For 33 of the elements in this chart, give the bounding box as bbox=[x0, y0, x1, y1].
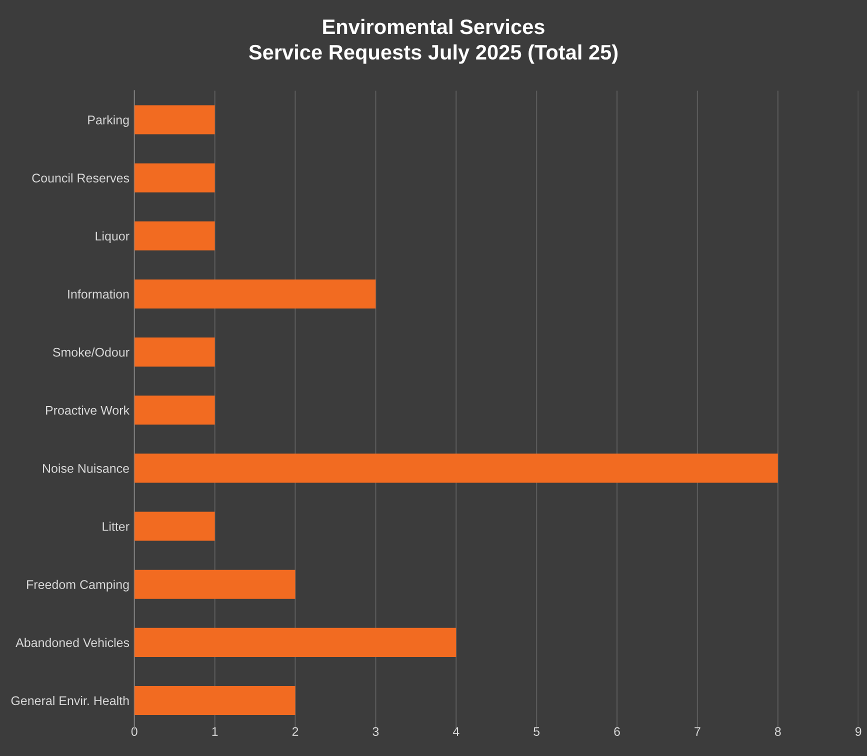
y-tick-label: Litter bbox=[102, 522, 130, 531]
bar bbox=[134, 221, 215, 250]
bar bbox=[134, 628, 456, 657]
bar bbox=[134, 279, 376, 308]
x-tick-label: 2 bbox=[292, 727, 298, 736]
y-tick-label: Liquor bbox=[96, 231, 130, 244]
bar bbox=[134, 396, 215, 425]
bar bbox=[134, 512, 215, 541]
bar bbox=[134, 454, 778, 483]
x-tick-label: 9 bbox=[855, 727, 862, 736]
bar bbox=[134, 686, 296, 716]
y-tick-label: Smoke/Odour bbox=[52, 348, 130, 357]
y-tick-label: Freedom Camping bbox=[27, 580, 129, 592]
y-tick-label: General Envir. Health bbox=[11, 696, 129, 706]
y-tick-label: Parking bbox=[88, 115, 129, 127]
x-tick-label: 1 bbox=[212, 727, 218, 736]
chart-title: Enviromental Services Service Requests July 2025 (Total 25) bbox=[249, 18, 618, 64]
y-tick-label: Information bbox=[68, 289, 129, 299]
bar bbox=[134, 163, 215, 192]
x-tick-label: 5 bbox=[534, 727, 540, 736]
bar bbox=[134, 570, 296, 599]
x-tick-label: 0 bbox=[131, 727, 138, 736]
x-tick-label: 6 bbox=[614, 727, 620, 736]
bar bbox=[134, 338, 215, 367]
y-tick-label: Proactive Work bbox=[46, 406, 130, 415]
x-tick-label: 7 bbox=[694, 727, 700, 736]
bar bbox=[134, 105, 215, 134]
y-tick-label: Council Reserves bbox=[32, 173, 130, 182]
x-tick-label: 3 bbox=[372, 727, 379, 736]
y-tick-label: Noise Nuisance bbox=[43, 464, 129, 473]
y-tick-label: Abandoned Vehicles bbox=[16, 638, 130, 648]
x-tick-label: 4 bbox=[452, 727, 460, 736]
x-tick-label: 8 bbox=[774, 727, 781, 736]
